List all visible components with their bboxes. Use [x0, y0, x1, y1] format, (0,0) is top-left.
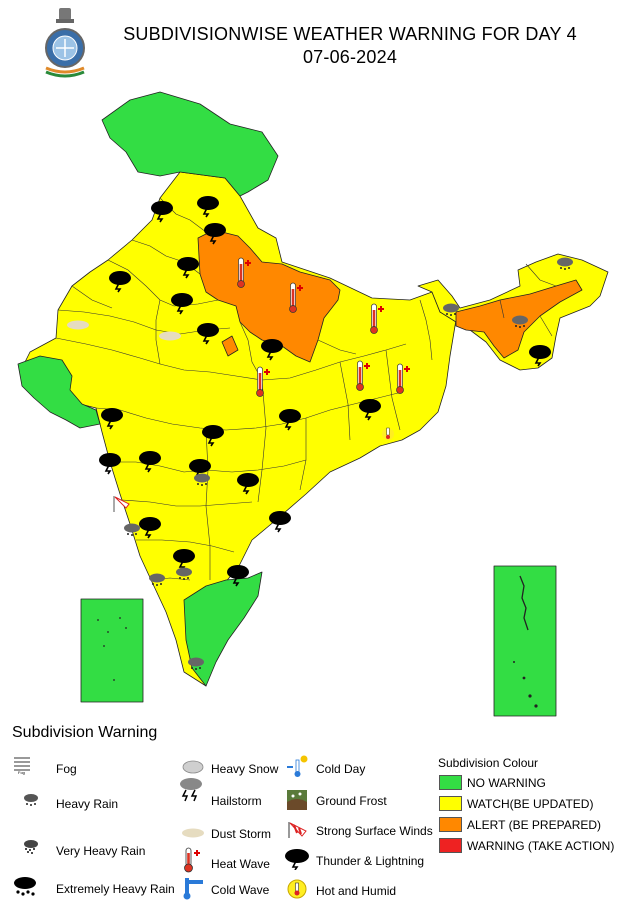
strong-surface-winds-icon [113, 496, 130, 512]
heat-wave-icon [289, 282, 303, 313]
colour-warning: WARNING (TAKE ACTION) [467, 839, 615, 853]
legend-heavy-rain: Heavy Rain [56, 797, 119, 811]
heat-wave-icon [356, 360, 370, 391]
heavy-rain-icon [512, 315, 528, 328]
thunder-lightning-icon [279, 409, 301, 431]
heavy-rain-icon [124, 523, 140, 536]
jk-ladakh-no-warning [101, 91, 279, 197]
heat-wave-icon [179, 846, 201, 879]
gujarat-no-warning [17, 355, 101, 429]
thunder-lightning-icon [202, 425, 224, 447]
legend-hailstorm: Hailstorm [211, 794, 262, 808]
legend-dust-storm: Dust Storm [211, 827, 272, 841]
colour-alert: ALERT (BE PREPARED) [467, 818, 602, 832]
strong-surface-winds-icon [286, 820, 310, 845]
no-warning-swatch [439, 775, 462, 790]
map-title: SUBDIVISIONWISE WEATHER WARNING FOR DAY … [123, 24, 577, 44]
heavy-rain-icon [188, 657, 204, 670]
legend-heat-wave: Heat Wave [211, 857, 270, 871]
hot-humid-icon [382, 427, 394, 440]
dust-storm-icon [67, 320, 89, 330]
thunder-lightning-icon [227, 565, 249, 587]
thunder-lightning-icon [177, 257, 199, 279]
andaman-box-no-warning [493, 565, 557, 717]
thunder-lightning-icon [171, 293, 193, 315]
thunder-lightning-icon [139, 451, 161, 473]
cold-day-icon [284, 754, 310, 785]
heavy-rain-icon [557, 257, 573, 270]
extremely-heavy-rain-icon [12, 876, 38, 903]
thunder-lightning-icon [269, 511, 291, 533]
west-mp-alert [221, 335, 239, 357]
cold-wave-icon [179, 876, 205, 905]
heavy-rain-icon [443, 303, 459, 316]
legend-thunder-lightning: Thunder & Lightning [316, 854, 425, 868]
legend-extremely-heavy-rain: Extremely Heavy Rain [56, 882, 175, 896]
ground-frost-icon [285, 788, 309, 817]
heavy-rain-icon [149, 573, 165, 586]
fog-icon: Fog [11, 755, 33, 780]
heavy-rain-icon [194, 473, 210, 486]
thunder-lightning-icon [204, 223, 226, 245]
very-heavy-rain-icon [22, 838, 40, 859]
heat-wave-icon [237, 257, 251, 288]
heavy-rain-icon [176, 567, 192, 580]
dust-storm-icon [181, 826, 205, 844]
legend-ground-frost: Ground Frost [316, 794, 387, 808]
colour-no-warning: NO WARNING [467, 776, 546, 790]
legend-title: Subdivision Warning [12, 724, 158, 741]
thunder-lightning-icon [237, 473, 259, 495]
colour-legend-title: Subdivision Colour [438, 756, 539, 770]
hailstorm-icon [178, 776, 204, 807]
heat-wave-icon [256, 366, 270, 397]
thunder-lightning-icon [529, 345, 551, 367]
heavy-rain-icon [22, 792, 40, 813]
colour-watch: WATCH(BE UPDATED) [467, 797, 594, 811]
thunder-lightning-icon [151, 201, 173, 223]
warning-swatch [439, 838, 462, 853]
hot-humid-icon [286, 878, 308, 905]
legend-very-heavy-rain: Very Heavy Rain [56, 844, 146, 858]
thunder-lightning-icon [359, 399, 381, 421]
alert-swatch [439, 817, 462, 832]
svg-text:Fog: Fog [18, 770, 25, 775]
legend-fog: Fog [56, 762, 77, 776]
thunder-lightning-icon [261, 339, 283, 361]
watch-swatch [439, 796, 462, 811]
legend-strong-surface-winds: Strong Surface Winds [316, 824, 433, 838]
thunder-lightning-icon [139, 517, 161, 539]
thunder-lightning-icon [197, 196, 219, 218]
thunder-lightning-icon [109, 271, 131, 293]
lakshadweep-box-no-warning [80, 598, 144, 703]
dust-storm-icon [159, 331, 181, 341]
thunder-lightning-icon [284, 848, 310, 875]
legend-hot-humid: Hot and Humid [316, 884, 397, 898]
imd-emblem-icon [45, 8, 85, 78]
thunder-lightning-icon [197, 323, 219, 345]
thunder-lightning-icon [101, 408, 123, 430]
thunder-lightning-icon [99, 453, 121, 475]
map-date: 07-06-2024 [302, 47, 398, 67]
legend-heavy-snow: Heavy Snow [211, 762, 279, 776]
heat-wave-icon [370, 303, 384, 334]
heat-wave-icon [396, 363, 410, 394]
legend-cold-wave: Cold Wave [211, 883, 270, 897]
heavy-snow-icon [181, 759, 205, 780]
legend-cold-day: Cold Day [316, 762, 366, 776]
thunder-lightning-icon [173, 549, 195, 571]
